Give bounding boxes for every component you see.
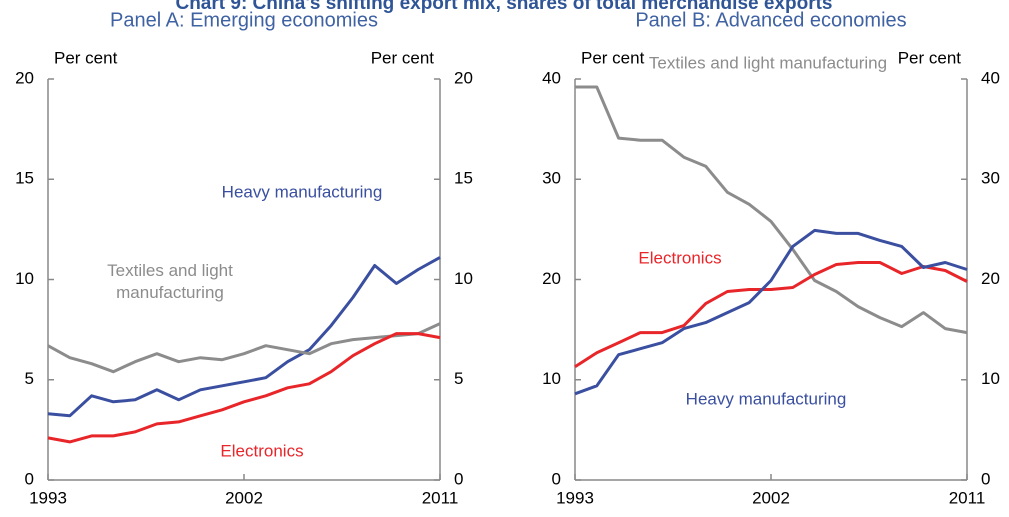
x-tick-label: 2011: [949, 488, 986, 507]
series-label: Heavy manufacturing: [222, 182, 383, 201]
x-tick-label: 2002: [752, 488, 790, 507]
series-label: Textiles and light manufacturing: [649, 53, 887, 72]
y2-tick-label: 0: [981, 469, 990, 488]
series-label: Electronics: [220, 441, 303, 460]
panel-title: Panel A: Emerging economies: [110, 9, 378, 31]
series-line: [47, 332, 441, 444]
y2-tick-label: 20: [981, 269, 1000, 288]
y2-tick-label: 0: [454, 469, 463, 488]
series-line: [574, 261, 968, 368]
y-tick-label: 15: [15, 169, 34, 188]
y2-axis-label: Per cent: [371, 48, 435, 67]
series-label: Heavy manufacturing: [686, 389, 847, 408]
y2-tick-label: 10: [981, 369, 1000, 388]
x-tick-label: 2002: [225, 488, 263, 507]
y-tick-label: 10: [542, 369, 561, 388]
y-axis-label: Per cent: [581, 48, 645, 67]
chart-title: Chart 9: China's shifting export mix, sh…: [175, 0, 832, 14]
x-tick-label: 1993: [29, 488, 67, 507]
y2-tick-label: 30: [981, 169, 1000, 188]
series-label: Electronics: [638, 248, 721, 267]
y-tick-label: 30: [542, 169, 561, 188]
series-label: Textiles and light manufacturing: [107, 261, 233, 302]
x-tick-label: 1993: [556, 488, 594, 507]
y2-tick-label: 20: [454, 68, 473, 87]
y2-tick-label: 10: [454, 269, 473, 288]
y-tick-label: 5: [25, 369, 34, 388]
series-line: [47, 322, 441, 374]
panel-title: Panel B: Advanced economies: [635, 9, 906, 31]
y2-tick-label: 15: [454, 169, 473, 188]
series-line: [574, 228, 968, 396]
x-tick-label: 2011: [422, 488, 459, 507]
y2-tick-label: 5: [454, 369, 463, 388]
y-tick-label: 10: [15, 269, 34, 288]
series-line: [575, 85, 968, 335]
y-tick-label: 0: [552, 469, 561, 488]
y-tick-label: 40: [542, 68, 561, 87]
y-tick-label: 0: [25, 469, 34, 488]
y-tick-label: 20: [15, 68, 34, 87]
y2-axis-label: Per cent: [898, 48, 962, 67]
y-tick-label: 20: [542, 269, 561, 288]
series-line: [47, 256, 441, 418]
y-axis-label: Per cent: [54, 48, 118, 67]
y2-tick-label: 40: [981, 68, 1000, 87]
